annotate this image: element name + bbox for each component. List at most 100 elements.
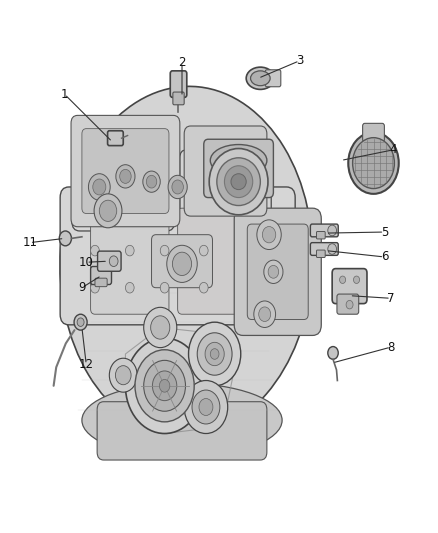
FancyBboxPatch shape — [97, 402, 267, 460]
Ellipse shape — [60, 86, 313, 436]
Circle shape — [93, 179, 106, 195]
FancyBboxPatch shape — [108, 131, 123, 146]
FancyBboxPatch shape — [91, 208, 169, 314]
FancyBboxPatch shape — [72, 148, 175, 231]
Circle shape — [77, 318, 84, 326]
FancyBboxPatch shape — [152, 235, 212, 288]
Circle shape — [144, 360, 185, 411]
Ellipse shape — [82, 383, 282, 457]
Circle shape — [151, 316, 170, 339]
FancyBboxPatch shape — [265, 70, 281, 87]
FancyBboxPatch shape — [180, 150, 271, 229]
Circle shape — [160, 282, 169, 293]
Circle shape — [110, 256, 118, 266]
Text: 5: 5 — [381, 225, 388, 239]
Circle shape — [120, 169, 131, 183]
Text: 10: 10 — [79, 256, 94, 269]
Circle shape — [205, 342, 224, 366]
Circle shape — [339, 276, 346, 284]
Circle shape — [74, 314, 87, 330]
Text: 8: 8 — [387, 341, 395, 353]
Circle shape — [94, 194, 122, 228]
Circle shape — [116, 165, 135, 188]
Circle shape — [125, 282, 134, 293]
FancyBboxPatch shape — [82, 128, 169, 214]
FancyBboxPatch shape — [98, 251, 121, 271]
Ellipse shape — [210, 144, 267, 176]
FancyBboxPatch shape — [234, 208, 321, 335]
FancyBboxPatch shape — [247, 224, 308, 319]
Circle shape — [264, 260, 283, 284]
Circle shape — [125, 245, 134, 256]
Circle shape — [254, 301, 276, 327]
Circle shape — [353, 276, 360, 284]
Circle shape — [167, 245, 197, 282]
Ellipse shape — [231, 174, 246, 190]
Circle shape — [268, 265, 279, 278]
Circle shape — [146, 175, 157, 188]
Circle shape — [125, 338, 204, 433]
Circle shape — [91, 245, 99, 256]
Circle shape — [262, 227, 276, 243]
Text: 2: 2 — [178, 56, 186, 69]
Text: 4: 4 — [389, 143, 397, 156]
FancyBboxPatch shape — [311, 224, 338, 237]
Circle shape — [168, 175, 187, 199]
Circle shape — [353, 138, 394, 189]
Text: 7: 7 — [387, 292, 395, 305]
Circle shape — [135, 350, 194, 422]
Circle shape — [184, 381, 228, 433]
FancyBboxPatch shape — [363, 123, 385, 142]
Circle shape — [159, 379, 170, 392]
Circle shape — [188, 322, 241, 386]
Circle shape — [328, 346, 338, 359]
Text: 11: 11 — [22, 236, 37, 249]
FancyBboxPatch shape — [95, 278, 107, 287]
FancyBboxPatch shape — [170, 71, 187, 98]
Ellipse shape — [246, 67, 275, 90]
FancyBboxPatch shape — [91, 266, 112, 285]
FancyBboxPatch shape — [311, 243, 338, 255]
Ellipse shape — [209, 149, 268, 215]
Ellipse shape — [224, 166, 253, 198]
Text: 3: 3 — [296, 54, 303, 67]
Circle shape — [257, 220, 281, 249]
Circle shape — [88, 174, 110, 200]
Circle shape — [172, 180, 184, 194]
FancyBboxPatch shape — [204, 139, 273, 198]
Circle shape — [348, 132, 399, 194]
Ellipse shape — [217, 158, 260, 206]
Text: 9: 9 — [78, 281, 86, 294]
FancyBboxPatch shape — [173, 92, 184, 105]
Circle shape — [199, 282, 208, 293]
FancyBboxPatch shape — [337, 294, 359, 314]
Circle shape — [199, 399, 213, 416]
Circle shape — [197, 333, 232, 375]
Ellipse shape — [251, 71, 270, 86]
FancyBboxPatch shape — [317, 250, 325, 257]
Circle shape — [210, 349, 219, 359]
Circle shape — [143, 171, 160, 192]
Circle shape — [328, 225, 336, 236]
FancyBboxPatch shape — [184, 126, 267, 216]
Circle shape — [173, 252, 191, 276]
FancyBboxPatch shape — [332, 269, 367, 304]
Circle shape — [192, 390, 220, 424]
Circle shape — [160, 245, 169, 256]
Circle shape — [152, 371, 177, 401]
Circle shape — [328, 244, 336, 254]
Circle shape — [144, 308, 177, 348]
Circle shape — [116, 366, 131, 385]
Circle shape — [199, 245, 208, 256]
Circle shape — [99, 200, 117, 221]
Text: 12: 12 — [79, 358, 94, 371]
FancyBboxPatch shape — [60, 187, 295, 325]
Circle shape — [346, 301, 353, 309]
Text: 6: 6 — [381, 251, 388, 263]
FancyBboxPatch shape — [71, 115, 180, 227]
Circle shape — [91, 282, 99, 293]
Circle shape — [110, 358, 137, 392]
Circle shape — [59, 231, 71, 246]
FancyBboxPatch shape — [317, 231, 325, 239]
FancyBboxPatch shape — [178, 208, 256, 314]
